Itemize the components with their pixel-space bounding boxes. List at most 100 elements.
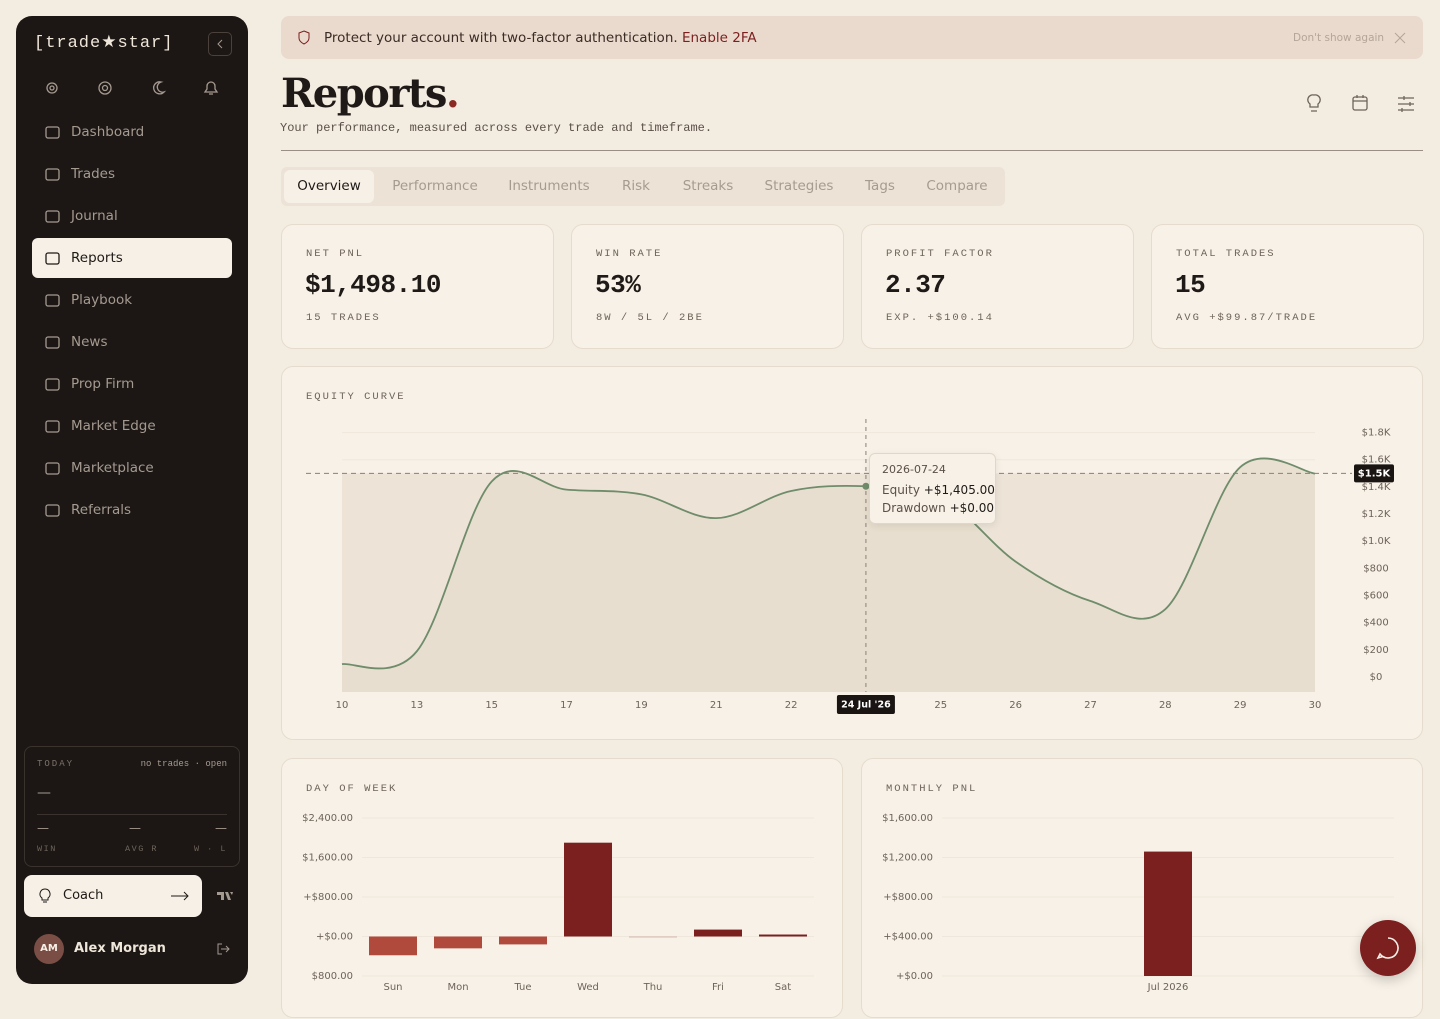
tab[interactable]: Performance [392,178,478,194]
reference-label: $1.5K [1358,468,1392,479]
collapse-button[interactable] [208,32,232,56]
day-of-week-chart: $2,400.00 $1,600.00 +$800.00 +$0.00 $800.00 S… [302,813,814,993]
tab[interactable]: Risk [622,178,650,194]
kpi-label: WIN RATE [596,248,663,260]
chat-button[interactable] [1360,920,1416,976]
y-tick-label: $800.00 [312,971,353,982]
x-tick-label: 10 [336,700,349,711]
tooltip: 2026-07-24 Equity +$1,405.00 Drawdown +$… [869,453,996,524]
y-tick-label: $800 [1363,563,1388,574]
today-value: — [37,785,51,801]
user-name: Alex Morgan [74,941,166,956]
nav-label: Journal [71,208,118,224]
y-tick-label: $1.2K [1362,509,1391,520]
nav-label: News [71,334,108,350]
y-tick-label: $0 [1370,672,1383,683]
bar [759,934,807,937]
equity-card: EQUITY CURVE $0 $200 $400 $600 $800 $1.0K $1.2… [281,366,1423,740]
y-tick-label: +$0.00 [896,971,933,982]
y-tick-label: $1,600.00 [302,853,353,864]
y-tick-label: +$400.00 [883,932,933,943]
tradingview-logo [217,892,233,900]
x-tick-label: 24 Jul '26 [841,700,891,711]
stat-value: — [215,821,227,835]
kpi-label: PROFIT FACTOR [886,248,994,260]
x-tick-label: 26 [1009,700,1022,711]
tab[interactable]: Instruments [508,178,590,194]
equity-area [342,458,1315,692]
monthly-pnl-chart: $1,600.00 $1,200.00 +$800.00 +$400.00 +$0.00… [882,813,1394,993]
nav-label: Referrals [71,502,132,518]
today-label: TODAY [37,759,75,769]
stat-value: — [37,821,49,835]
title-text: Reports [281,70,447,117]
nav-label: Prop Firm [71,376,135,392]
kpi-sub: 15 TRADES [306,312,381,324]
x-tick-label: 13 [410,700,423,711]
x-tick-label: 17 [560,700,573,711]
nav-item[interactable]: Dashboard [32,112,232,152]
header-actions[interactable] [1300,92,1420,116]
x-tick-label: Mon [447,982,468,993]
title-dot: . [445,70,460,117]
kpi-value: 15 [1175,270,1206,300]
kpi-label: NET PNL [306,248,365,260]
nav-item[interactable]: News [32,322,232,362]
y-tick-label: $1.8K [1362,428,1391,439]
tab[interactable]: Strategies [764,178,834,194]
nav-item[interactable]: Trades [32,154,232,194]
bar [499,936,547,945]
tab[interactable]: Streaks [682,178,734,194]
y-tick-label: +$800.00 [883,892,933,903]
x-tick-label: Wed [577,982,599,993]
kpi-value: 53% [595,270,641,300]
y-tick-label: $600 [1363,591,1388,602]
chart-title: MONTHLY PNL [886,783,978,795]
x-tick-label: Thu [643,982,663,993]
close-banner[interactable] [1394,32,1406,44]
tab[interactable]: Compare [926,178,988,194]
kpi-label: TOTAL TRADES [1176,248,1276,260]
bar [629,936,677,938]
kpi-sub: 8W / 5L / 2BE [596,312,704,324]
logout-icon[interactable] [216,942,230,956]
coach-button[interactable]: Coach [24,875,202,917]
stat-label: W · L [193,844,227,854]
kpi-card: TOTAL TRADES 15 AVG +$99.87/TRADE [1151,224,1424,349]
monthly-pnl-card: MONTHLY PNL $1,600.00 $1,200.00 +$800.00 +$… [861,758,1423,1018]
tabs: Overview Performance Instruments Risk Streak… [281,167,1005,206]
nav-label: Marketplace [71,460,154,476]
y-tick-label: $1,600.00 [882,813,933,824]
nav-item[interactable]: Journal [32,196,232,236]
kpi-card: NET PNL $1,498.10 15 TRADES [281,224,554,349]
kpi-value: 2.37 [885,270,946,300]
coach-label: Coach [63,888,104,903]
nav-label: Dashboard [71,124,145,140]
dismiss-link[interactable]: Don't show again [1293,32,1385,44]
security-banner: Protect your account with two-factor aut… [281,16,1423,59]
kpi-card: WIN RATE 53% 8W / 5L / 2BE [571,224,844,349]
reference-badge [1354,464,1394,483]
kpi-value: $1,498.10 [305,270,441,300]
tab[interactable]: Tags [865,178,895,194]
x-tick-label: 21 [710,700,723,711]
tooltip-date: 2026-07-24 [882,463,946,476]
kpi-card: PROFIT FACTOR 2.37 EXP. +$100.14 [861,224,1134,349]
tooltip-key: Equity [882,483,920,497]
x-tick-label: Sat [775,982,791,993]
nav-item[interactable]: Reports [32,238,232,278]
nav-item[interactable]: Marketplace [32,448,232,488]
bar [564,842,612,937]
nav-item[interactable]: Referrals [32,490,232,530]
nav-item[interactable]: Prop Firm [32,364,232,404]
banner-text: Protect your account with two-factor aut… [324,30,678,46]
nav-item[interactable]: Market Edge [32,406,232,446]
tab[interactable]: Overview [284,170,374,203]
x-tick-label: 19 [635,700,648,711]
crosshair-dot [862,482,870,490]
nav-item[interactable]: Playbook [32,280,232,320]
x-tick-label: 28 [1159,700,1172,711]
stat-label: WIN [37,844,57,854]
enable-2fa-link[interactable]: Enable 2FA [681,30,757,46]
